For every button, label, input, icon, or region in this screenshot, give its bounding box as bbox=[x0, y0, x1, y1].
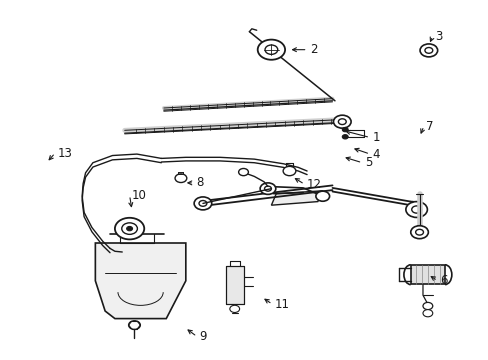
Circle shape bbox=[128, 321, 140, 329]
Circle shape bbox=[257, 40, 285, 60]
Circle shape bbox=[333, 115, 350, 128]
Circle shape bbox=[229, 305, 239, 312]
Text: 8: 8 bbox=[196, 176, 203, 189]
Circle shape bbox=[264, 45, 277, 54]
Circle shape bbox=[410, 226, 427, 239]
Text: 5: 5 bbox=[364, 156, 371, 169]
Circle shape bbox=[415, 229, 423, 235]
Text: 2: 2 bbox=[309, 43, 317, 56]
Circle shape bbox=[411, 206, 421, 213]
Circle shape bbox=[260, 183, 275, 194]
Text: 4: 4 bbox=[372, 148, 379, 161]
Circle shape bbox=[115, 218, 144, 239]
Polygon shape bbox=[410, 265, 444, 284]
Text: 7: 7 bbox=[426, 120, 433, 132]
Circle shape bbox=[424, 48, 432, 53]
Circle shape bbox=[175, 174, 186, 183]
Circle shape bbox=[419, 44, 437, 57]
Circle shape bbox=[199, 201, 206, 206]
Text: 13: 13 bbox=[58, 147, 72, 159]
Text: 10: 10 bbox=[132, 189, 146, 202]
Text: 1: 1 bbox=[372, 131, 379, 144]
Circle shape bbox=[338, 119, 346, 125]
Circle shape bbox=[315, 191, 329, 201]
Text: 3: 3 bbox=[434, 30, 442, 42]
Text: 6: 6 bbox=[439, 274, 447, 287]
Circle shape bbox=[194, 197, 211, 210]
Text: 12: 12 bbox=[306, 178, 322, 191]
Circle shape bbox=[342, 127, 347, 132]
Polygon shape bbox=[271, 191, 322, 205]
Polygon shape bbox=[95, 243, 185, 319]
Circle shape bbox=[422, 302, 432, 310]
Circle shape bbox=[122, 223, 137, 234]
Text: 11: 11 bbox=[274, 298, 289, 311]
Circle shape bbox=[342, 135, 347, 139]
Circle shape bbox=[238, 168, 248, 176]
Text: 9: 9 bbox=[199, 330, 206, 343]
Circle shape bbox=[405, 202, 427, 217]
Circle shape bbox=[264, 186, 271, 191]
Circle shape bbox=[422, 310, 432, 317]
Polygon shape bbox=[225, 266, 243, 304]
Circle shape bbox=[283, 166, 295, 176]
Circle shape bbox=[126, 226, 132, 231]
